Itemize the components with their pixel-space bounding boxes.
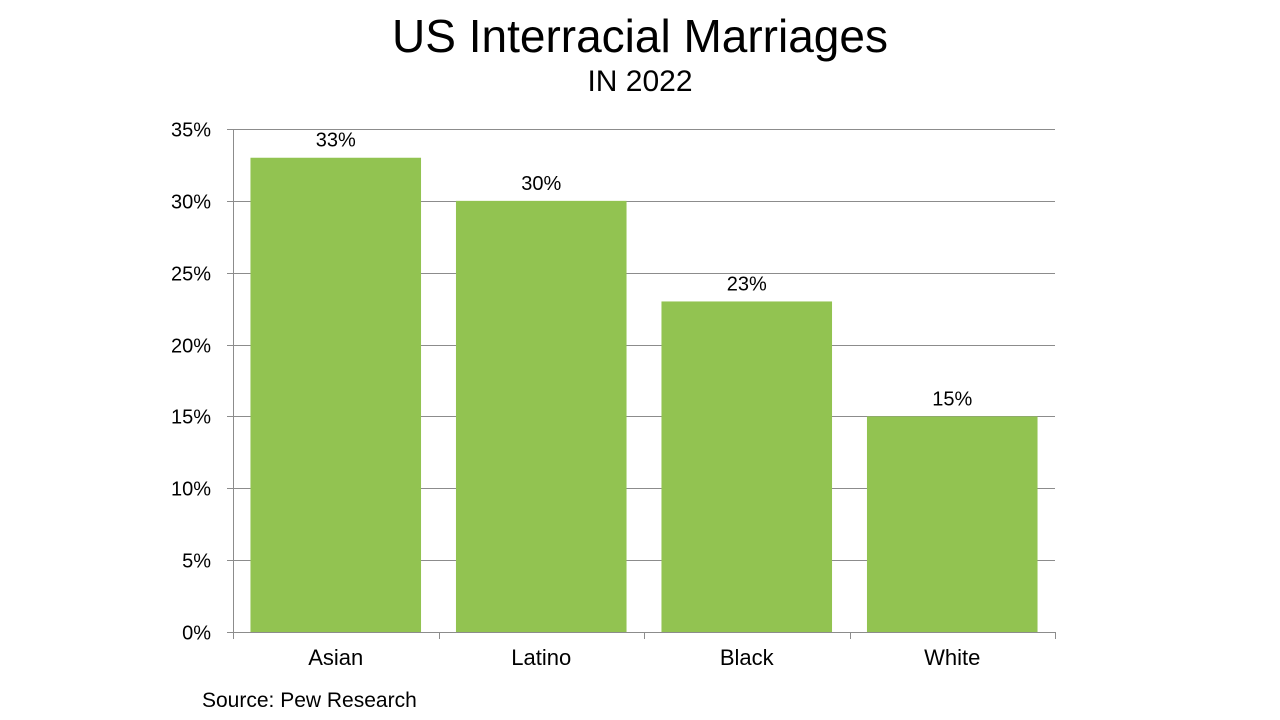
y-tick-label: 5% (182, 551, 211, 573)
y-tick-label: 10% (171, 479, 211, 501)
source-note: Source: Pew Research (202, 689, 417, 712)
y-tick-label: 15% (171, 407, 211, 429)
bar-latino (455, 200, 627, 632)
x-category-label: Black (720, 645, 775, 670)
bar-white (866, 416, 1038, 632)
x-category-label: White (924, 645, 980, 670)
bars (250, 157, 1038, 632)
data-label: 33% (316, 130, 356, 152)
axes (227, 129, 1056, 639)
data-label: 15% (932, 388, 972, 410)
y-tick-label: 35% (171, 120, 211, 142)
data-label: 30% (521, 173, 561, 195)
y-tick-label: 0% (182, 623, 211, 645)
y-tick-label: 20% (171, 336, 211, 358)
y-tick-label: 25% (171, 264, 211, 286)
bar-black (661, 301, 833, 632)
bar-asian (250, 157, 422, 632)
x-category-label: Latino (511, 645, 571, 670)
chart-title: US Interracial Marriages (392, 10, 888, 62)
chart-subtitle: IN 2022 (587, 65, 693, 98)
y-tick-label: 30% (171, 192, 211, 214)
data-label: 23% (727, 273, 767, 295)
labels: 0% 5% 10% 15% 20% 25% 30% 35% 33% Asian 30% Latino 2… (171, 120, 980, 671)
x-category-label: Asian (308, 645, 363, 670)
